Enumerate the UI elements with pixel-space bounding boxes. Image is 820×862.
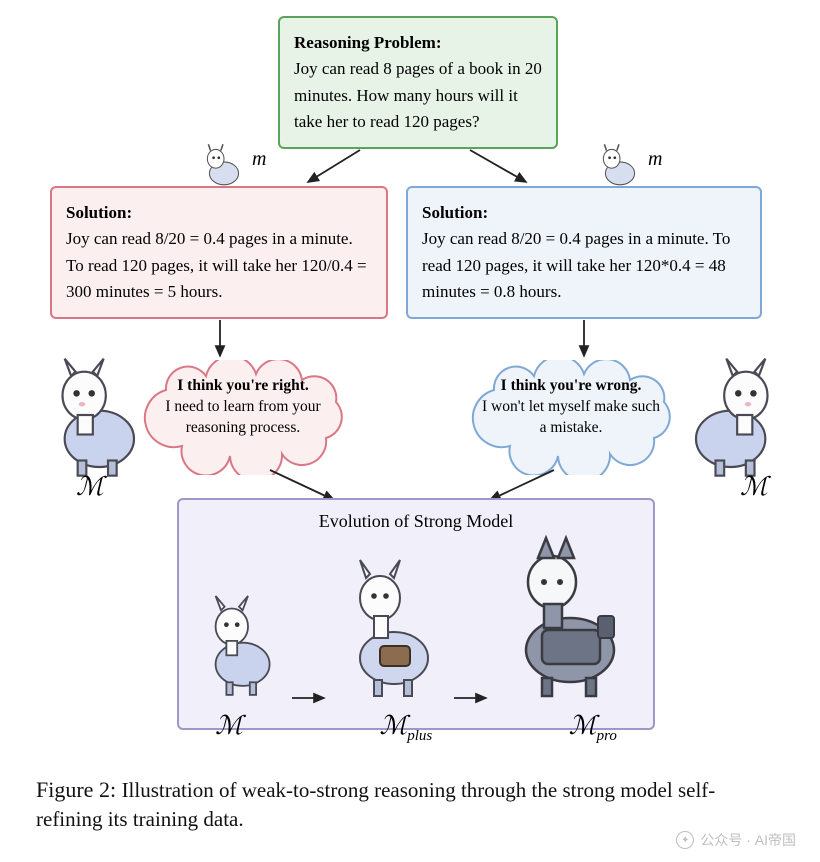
watermark-text: 公众号 · AI帝国 — [700, 830, 796, 850]
figure-number: Figure 2: — [36, 777, 116, 802]
solution-left-title: Solution: — [66, 203, 132, 222]
llama-icon-m — [194, 580, 284, 700]
problem-title: Reasoning Problem: — [294, 33, 442, 52]
evo-stage-1 — [194, 580, 284, 708]
problem-box: Reasoning Problem: Joy can read 8 pages … — [278, 16, 558, 149]
thought-cloud-right: I think you're wrong. I won't let myself… — [454, 360, 684, 475]
llama-weak-left — [198, 138, 250, 190]
arrow-sol-left-down — [210, 318, 230, 362]
cloud-right-rest: I won't let myself make such a mistake. — [482, 398, 660, 436]
figure-caption-text: Illustration of weak-to-strong reasoning… — [36, 778, 715, 832]
solution-right-box: Solution: Joy can read 8/20 = 0.4 pages … — [406, 186, 762, 319]
problem-text: Joy can read 8 pages of a book in 20 min… — [294, 59, 542, 131]
strong-label-left: ℳ — [76, 472, 104, 502]
weak-label-left: m — [252, 148, 266, 171]
solution-right-text: Joy can read 8/20 = 0.4 pages in a minut… — [422, 229, 730, 301]
thought-cloud-left: I think you're right. I need to learn fr… — [126, 360, 356, 475]
arrow-problem-to-left — [300, 148, 380, 188]
evo-label-3: ℳpro — [569, 706, 617, 748]
cloud-left-rest: I need to learn from your reasoning proc… — [165, 398, 320, 436]
llama-weak-right — [594, 138, 646, 190]
cloud-right-bold: I think you're wrong. — [501, 377, 642, 394]
solution-right-title: Solution: — [422, 203, 488, 222]
evo-stage-2 — [336, 550, 446, 708]
llama-icon-mplus — [336, 550, 446, 700]
llama-icon-mpro — [498, 530, 638, 700]
arrow-problem-to-right — [460, 148, 540, 188]
llama-strong-right — [680, 350, 790, 480]
wechat-icon: ✦ — [676, 831, 694, 849]
arrow-evo-1 — [290, 688, 330, 708]
solution-left-box: Solution: Joy can read 8/20 = 0.4 pages … — [50, 186, 388, 319]
watermark: ✦ 公众号 · AI帝国 — [676, 830, 796, 850]
solution-left-text: Joy can read 8/20 = 0.4 pages in a minut… — [66, 229, 367, 301]
figure-caption: Figure 2: Illustration of weak-to-strong… — [36, 775, 780, 834]
evo-label-2: ℳplus — [379, 706, 432, 748]
evo-label-1: ℳ — [215, 706, 243, 748]
evo-stage-3 — [498, 530, 638, 708]
weak-label-right: m — [648, 148, 662, 171]
strong-label-right: ℳ — [740, 472, 768, 502]
cloud-left-bold: I think you're right. — [177, 377, 309, 394]
evolution-box: Evolution of Strong Model — [177, 498, 655, 730]
arrow-evo-2 — [452, 688, 492, 708]
arrow-sol-right-down — [574, 318, 594, 362]
